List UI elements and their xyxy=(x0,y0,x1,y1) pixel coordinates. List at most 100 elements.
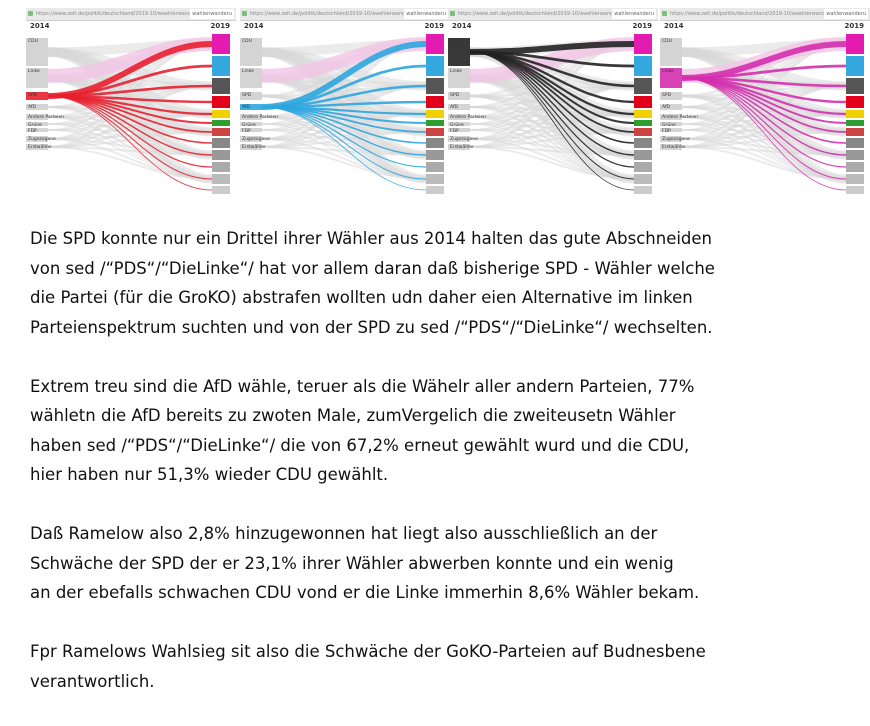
browser-url-bar: https://www.zeit.de/politik/deutschland/… xyxy=(448,8,658,21)
left-node-label: CDU xyxy=(450,38,460,44)
screenshot-spd-flow: https://www.zeit.de/politik/deutschland/… xyxy=(26,8,236,198)
left-node-label: AfD xyxy=(662,104,671,110)
text-line: Fpr Ramelows Wahlsieg sit also die Schwä… xyxy=(30,642,706,661)
right-node xyxy=(426,162,444,172)
right-node xyxy=(634,34,652,54)
right-node xyxy=(634,186,652,194)
year-right: 2019 xyxy=(632,22,652,30)
left-node xyxy=(26,92,48,100)
lock-icon xyxy=(450,11,455,16)
highlight-flow-link xyxy=(47,95,213,191)
right-node xyxy=(634,110,652,118)
left-node xyxy=(240,122,262,126)
left-node-label: SPD xyxy=(662,92,672,98)
left-node-label: Erstwähler xyxy=(450,144,474,150)
year-right: 2019 xyxy=(210,22,230,30)
left-node xyxy=(26,136,48,142)
lock-icon xyxy=(662,11,667,16)
flow-link xyxy=(261,85,427,148)
left-node xyxy=(448,92,470,100)
text-line: wähletn die AfD bereits zu zwoten Male, … xyxy=(30,406,676,425)
right-node xyxy=(426,34,444,54)
left-node-label: Linke xyxy=(662,68,674,74)
left-node xyxy=(240,128,262,132)
left-node xyxy=(240,136,262,142)
browser-url-bar: https://www.zeit.de/politik/deutschland/… xyxy=(240,8,450,21)
left-node xyxy=(448,136,470,142)
highlight-flow-link xyxy=(469,51,635,191)
right-node xyxy=(846,150,864,160)
right-node xyxy=(846,174,864,184)
left-node xyxy=(660,114,682,120)
left-node-label: AfD xyxy=(450,104,459,110)
flow-link xyxy=(681,146,847,180)
left-node xyxy=(448,68,470,88)
right-node xyxy=(212,78,230,94)
right-node xyxy=(212,128,230,136)
right-node xyxy=(846,96,864,108)
left-node xyxy=(660,104,682,110)
flow-link xyxy=(47,85,213,148)
left-node xyxy=(448,144,470,150)
tab-title: wahlenwanderu xyxy=(190,9,234,19)
right-node xyxy=(846,138,864,148)
right-node xyxy=(212,174,230,184)
left-node-label: CDU xyxy=(242,38,252,44)
browser-url-bar: https://www.zeit.de/politik/deutschland/… xyxy=(26,8,236,21)
text-line: Parteienspektrum suchten und von der SPD… xyxy=(30,317,713,337)
year-left: 2014 xyxy=(452,22,472,30)
url-text: https://www.zeit.de/politik/deutschland/… xyxy=(670,11,840,17)
left-node-label: Linke xyxy=(28,68,40,74)
flow-link xyxy=(469,146,635,180)
left-node-label: Linke xyxy=(450,68,462,74)
text-line: verantwortlich. xyxy=(30,671,155,691)
left-node-label: Grüne xyxy=(450,122,464,128)
left-node-label: Erstwähler xyxy=(662,144,686,150)
right-node xyxy=(212,96,230,108)
paragraph-3: Daß Ramelow also 2,8% hinzugewonnen hat … xyxy=(30,519,860,608)
right-node xyxy=(846,110,864,118)
right-node xyxy=(426,110,444,118)
left-node-label: Zugezogene xyxy=(28,136,56,142)
commentary-text: Die SPD konnte nur ein Drittel ihrer Wäh… xyxy=(30,224,860,726)
text-line: von sed /“PDS“/“DieLinke“/ hat vor allem… xyxy=(30,258,715,278)
left-node-label: Erstwähler xyxy=(242,144,266,150)
right-node xyxy=(426,174,444,184)
right-node xyxy=(212,138,230,148)
text-line: Die SPD konnte nur ein Drittel ihrer Wäh… xyxy=(30,229,713,248)
lock-icon xyxy=(242,11,247,16)
left-node xyxy=(26,144,48,150)
right-node xyxy=(634,56,652,76)
left-node xyxy=(660,144,682,150)
flow-link xyxy=(469,85,635,148)
left-node xyxy=(660,38,682,66)
left-node xyxy=(240,104,262,110)
url-text: https://www.zeit.de/politik/deutschland/… xyxy=(36,11,206,17)
screenshot-linke-flow: https://www.zeit.de/politik/deutschland/… xyxy=(660,8,870,198)
left-node-label: AfD xyxy=(242,104,251,110)
paragraph-1: Die SPD konnte nur ein Drittel ihrer Wäh… xyxy=(30,224,860,342)
left-node xyxy=(240,68,262,88)
left-node-label: Zugezogene xyxy=(662,136,690,142)
left-node-label: SPD xyxy=(242,92,252,98)
lock-icon xyxy=(28,11,33,16)
year-right: 2019 xyxy=(844,22,864,30)
screenshot-cdu-flow: https://www.zeit.de/politik/deutschland/… xyxy=(448,8,658,198)
left-node-label: Andere Parteien xyxy=(242,114,278,120)
left-node xyxy=(240,114,262,120)
right-node xyxy=(212,150,230,160)
left-node-label: FDP xyxy=(242,128,251,134)
paragraph-4: Fpr Ramelows Wahlsieg sit also die Schwä… xyxy=(30,637,860,696)
text-line: Extrem treu sind die AfD wähle, teruer a… xyxy=(30,376,695,396)
left-node xyxy=(26,128,48,132)
left-node-label: Linke xyxy=(242,68,254,74)
left-node xyxy=(660,128,682,132)
left-node-label: Andere Parteien xyxy=(28,114,64,120)
flow-link xyxy=(47,146,213,180)
screenshot-afd-flow: https://www.zeit.de/politik/deutschland/… xyxy=(240,8,450,198)
left-node xyxy=(448,104,470,110)
right-node xyxy=(846,120,864,126)
text-line: Daß Ramelow also 2,8% hinzugewonnen hat … xyxy=(30,524,658,543)
right-node xyxy=(426,138,444,148)
highlight-flow-link xyxy=(681,77,847,191)
